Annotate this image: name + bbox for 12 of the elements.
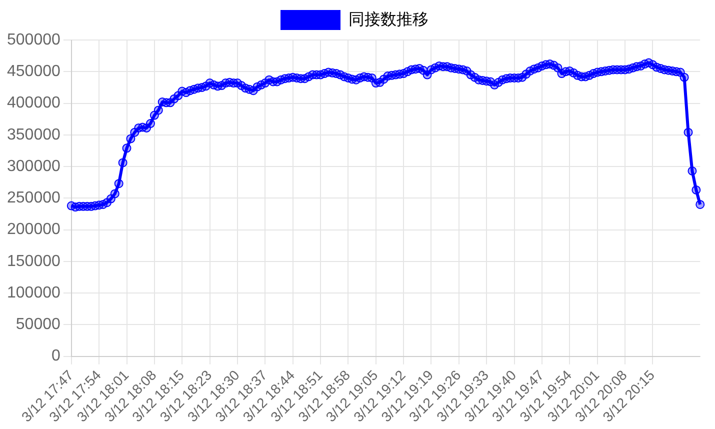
y-tick-label: 150000: [7, 252, 60, 270]
legend-label: 同接数推移: [348, 10, 428, 28]
y-tick-label: 100000: [7, 284, 60, 302]
y-tick-label: 350000: [7, 126, 60, 144]
y-tick-label: 500000: [7, 31, 60, 48]
y-tick-label: 250000: [7, 190, 60, 207]
y-tick-label: 0: [51, 348, 60, 365]
y-tick-label: 400000: [7, 94, 60, 112]
y-tick-label: 200000: [7, 221, 60, 238]
y-tick-label: 450000: [7, 63, 60, 80]
y-tick-label: 300000: [7, 158, 60, 175]
y-tick-label: 50000: [16, 316, 60, 334]
